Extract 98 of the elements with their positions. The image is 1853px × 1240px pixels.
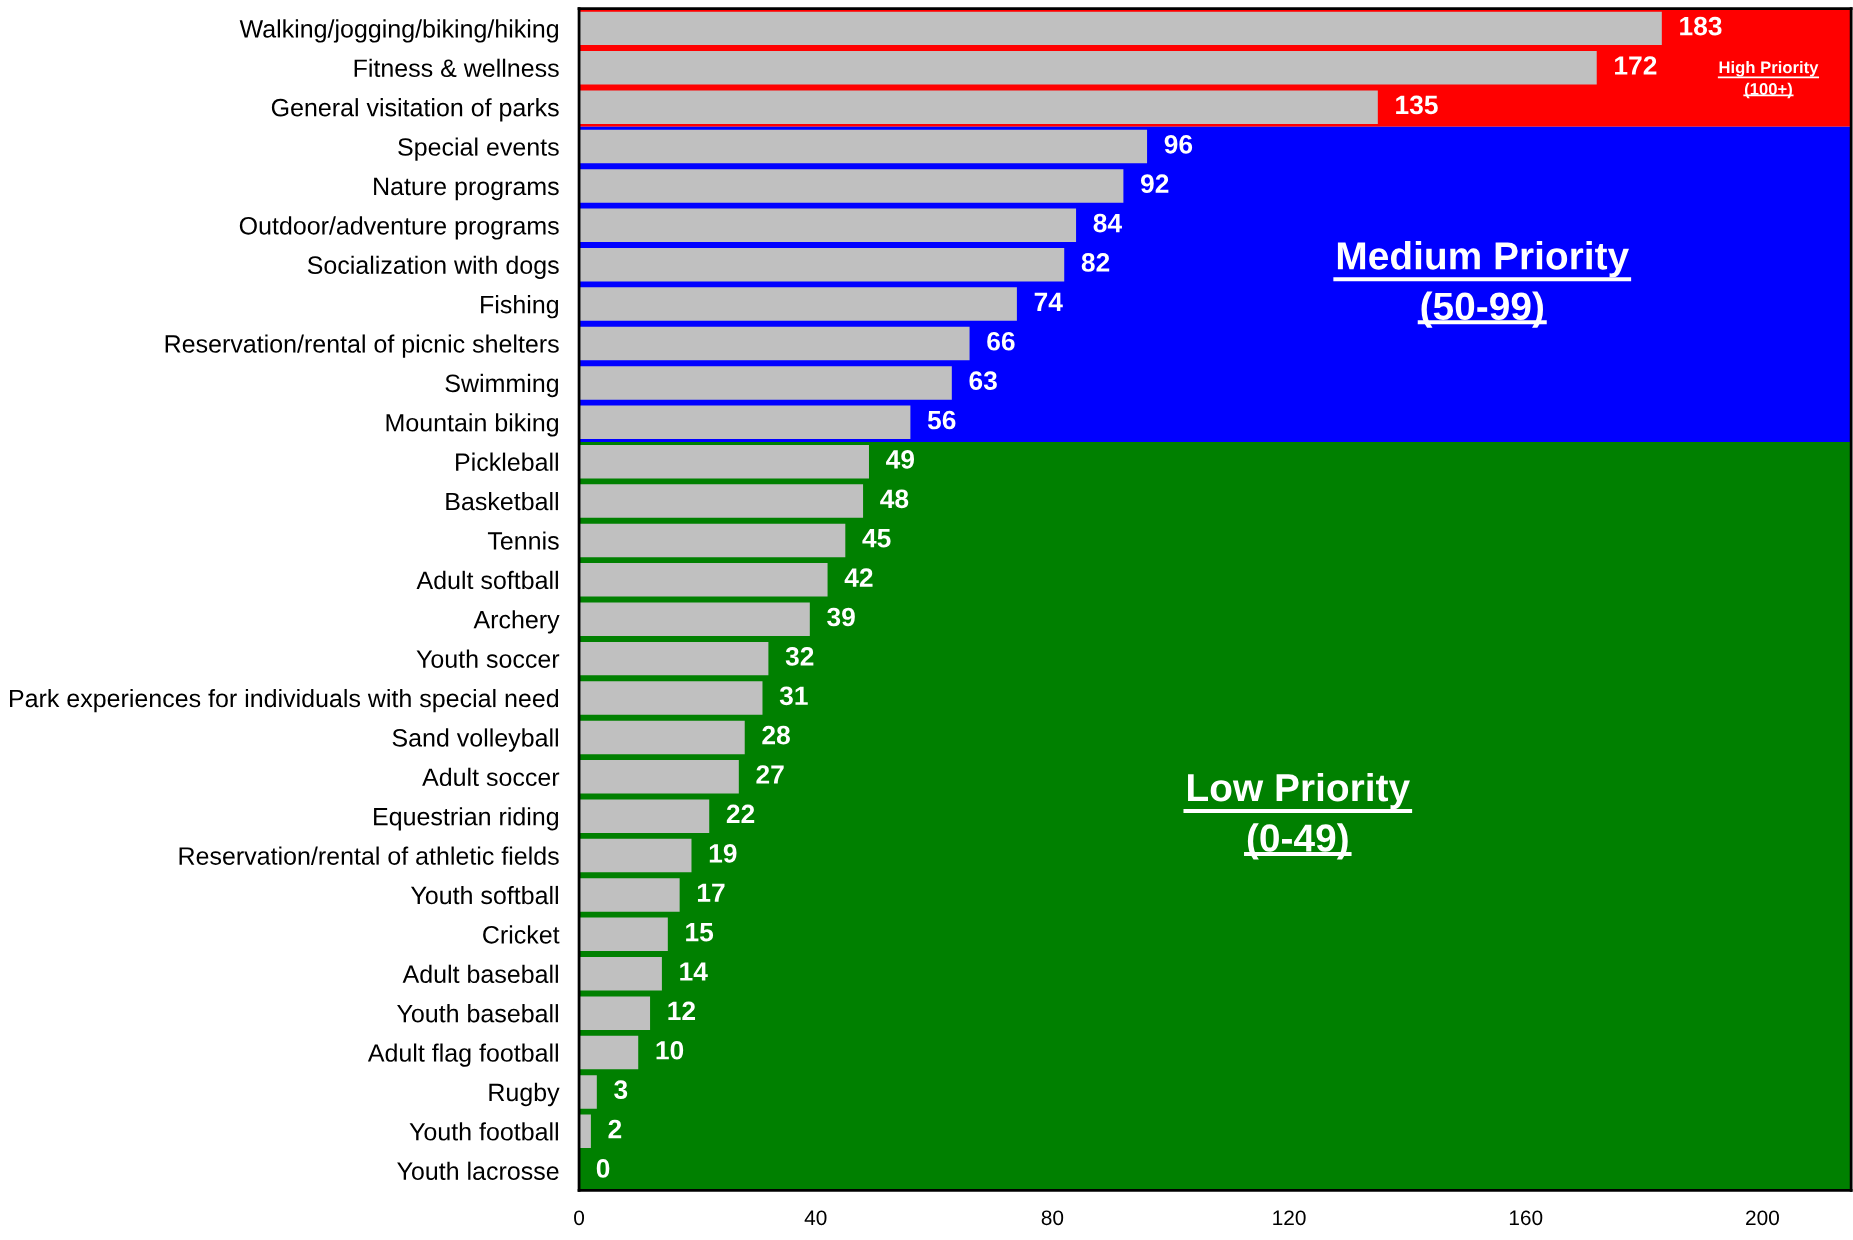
data-label: 56 xyxy=(927,410,956,430)
y-tick-label: Fishing xyxy=(481,295,559,319)
y-tick-label: Mountain biking xyxy=(386,413,559,437)
band-label: Medium Priority (50-99) xyxy=(1337,241,1629,328)
data-label: 96 xyxy=(1164,134,1193,154)
data-label: 27 xyxy=(756,765,784,784)
data-label: 48 xyxy=(880,489,909,509)
bar xyxy=(579,51,1597,85)
y-tick-label: Nature programs xyxy=(374,177,559,201)
x-tick-label: 160 xyxy=(1509,1210,1543,1226)
bar xyxy=(579,720,745,755)
y-tick-label: Youth baseball xyxy=(397,1004,558,1023)
band-label: High Priority (100+) xyxy=(1719,60,1819,99)
y-tick-label: General visitation of parks xyxy=(271,98,559,122)
bar xyxy=(579,287,1017,321)
y-tick-label: Reservation/rental of picnic shelters xyxy=(165,334,559,358)
x-tick-label: 200 xyxy=(1746,1210,1779,1226)
data-label: 19 xyxy=(709,843,737,863)
data-label: 0 xyxy=(596,1159,610,1178)
data-label: 32 xyxy=(785,647,814,666)
y-tick-label: Special events xyxy=(398,137,559,161)
bar xyxy=(579,169,1124,203)
data-label: 2 xyxy=(608,1119,622,1139)
y-tick-label: Park experiences for individuals with special need xyxy=(10,688,559,713)
y-tick-label: Swimming xyxy=(445,373,559,398)
y-tick-label: Youth softball xyxy=(410,885,558,905)
data-label: 82 xyxy=(1081,253,1110,272)
data-label: 66 xyxy=(987,331,1015,351)
y-tick-label: Youth soccer xyxy=(416,649,560,668)
data-label: 17 xyxy=(697,883,725,902)
bar xyxy=(579,208,1077,243)
y-tick-label: Equestrian riding xyxy=(374,807,559,831)
data-label: 49 xyxy=(886,450,915,469)
band-label: Low Priority (0-49) xyxy=(1188,772,1410,860)
bar xyxy=(579,1035,639,1070)
bar xyxy=(579,523,846,558)
bar xyxy=(579,1114,591,1149)
bar xyxy=(579,326,970,361)
y-tick-label: Archery xyxy=(473,610,560,634)
data-label: 14 xyxy=(680,962,708,981)
bar xyxy=(579,366,952,400)
data-label: 10 xyxy=(656,1040,684,1060)
data-label: 74 xyxy=(1034,292,1063,311)
bar xyxy=(579,444,869,479)
x-tick-label: 0 xyxy=(574,1210,585,1226)
bar xyxy=(579,90,1378,124)
bar xyxy=(579,838,692,873)
y-tick-label: Adult baseball xyxy=(402,964,558,984)
y-tick-label: Pickleball xyxy=(456,452,558,471)
y-tick-label: Socialization with dogs xyxy=(307,255,559,279)
y-tick-label: Basketball xyxy=(446,492,558,511)
data-label: 28 xyxy=(762,725,790,745)
y-tick-label: Outdoor/adventure programs xyxy=(239,216,559,240)
x-tick-label: 40 xyxy=(804,1210,827,1226)
data-label: 183 xyxy=(1680,16,1722,36)
data-label: 31 xyxy=(779,686,808,706)
data-label: 12 xyxy=(668,1001,696,1020)
bar xyxy=(579,563,828,597)
y-tick-label: Adult flag football xyxy=(367,1043,558,1067)
y-tick-label: Youth football xyxy=(409,1122,558,1141)
data-label: 15 xyxy=(686,923,714,942)
data-label: 84 xyxy=(1093,213,1122,233)
bar xyxy=(579,247,1065,282)
y-tick-label: Cricket xyxy=(483,925,560,944)
bar xyxy=(579,602,810,636)
bar xyxy=(579,1075,597,1109)
x-tick-label: 120 xyxy=(1273,1210,1306,1226)
y-tick-label: Adult soccer xyxy=(422,767,560,787)
bar xyxy=(579,11,1662,46)
data-label: 92 xyxy=(1140,174,1169,194)
bar xyxy=(579,799,710,833)
y-tick-label: Sand volleyball xyxy=(392,728,558,752)
bar xyxy=(579,996,651,1030)
y-tick-label: Youth lacrosse xyxy=(397,1161,559,1181)
bar xyxy=(579,917,668,952)
bar xyxy=(579,641,769,676)
bar xyxy=(579,129,1148,164)
data-label: 22 xyxy=(726,804,755,824)
y-tick-label: Adult softball xyxy=(416,570,558,590)
y-tick-label: Fitness & wellness xyxy=(354,58,559,78)
data-label: 42 xyxy=(844,568,873,587)
bar xyxy=(579,484,864,518)
bar xyxy=(579,760,739,794)
data-label: 39 xyxy=(827,607,855,627)
bar xyxy=(579,957,662,991)
bar xyxy=(579,878,680,912)
data-label: 135 xyxy=(1396,95,1438,115)
bar xyxy=(579,681,763,715)
y-tick-label: Tennis xyxy=(487,531,559,550)
y-tick-label: Reservation/rental of athletic fields xyxy=(179,846,559,865)
bar xyxy=(579,405,911,440)
x-tick-label: 80 xyxy=(1041,1210,1064,1226)
y-tick-label: Rugby xyxy=(489,1082,560,1107)
data-label: 3 xyxy=(614,1080,628,1100)
y-tick-label: Walking/jogging/biking/hiking xyxy=(239,19,559,43)
data-label: 172 xyxy=(1615,56,1657,75)
data-label: 45 xyxy=(862,529,891,548)
data-label: 63 xyxy=(969,371,997,391)
